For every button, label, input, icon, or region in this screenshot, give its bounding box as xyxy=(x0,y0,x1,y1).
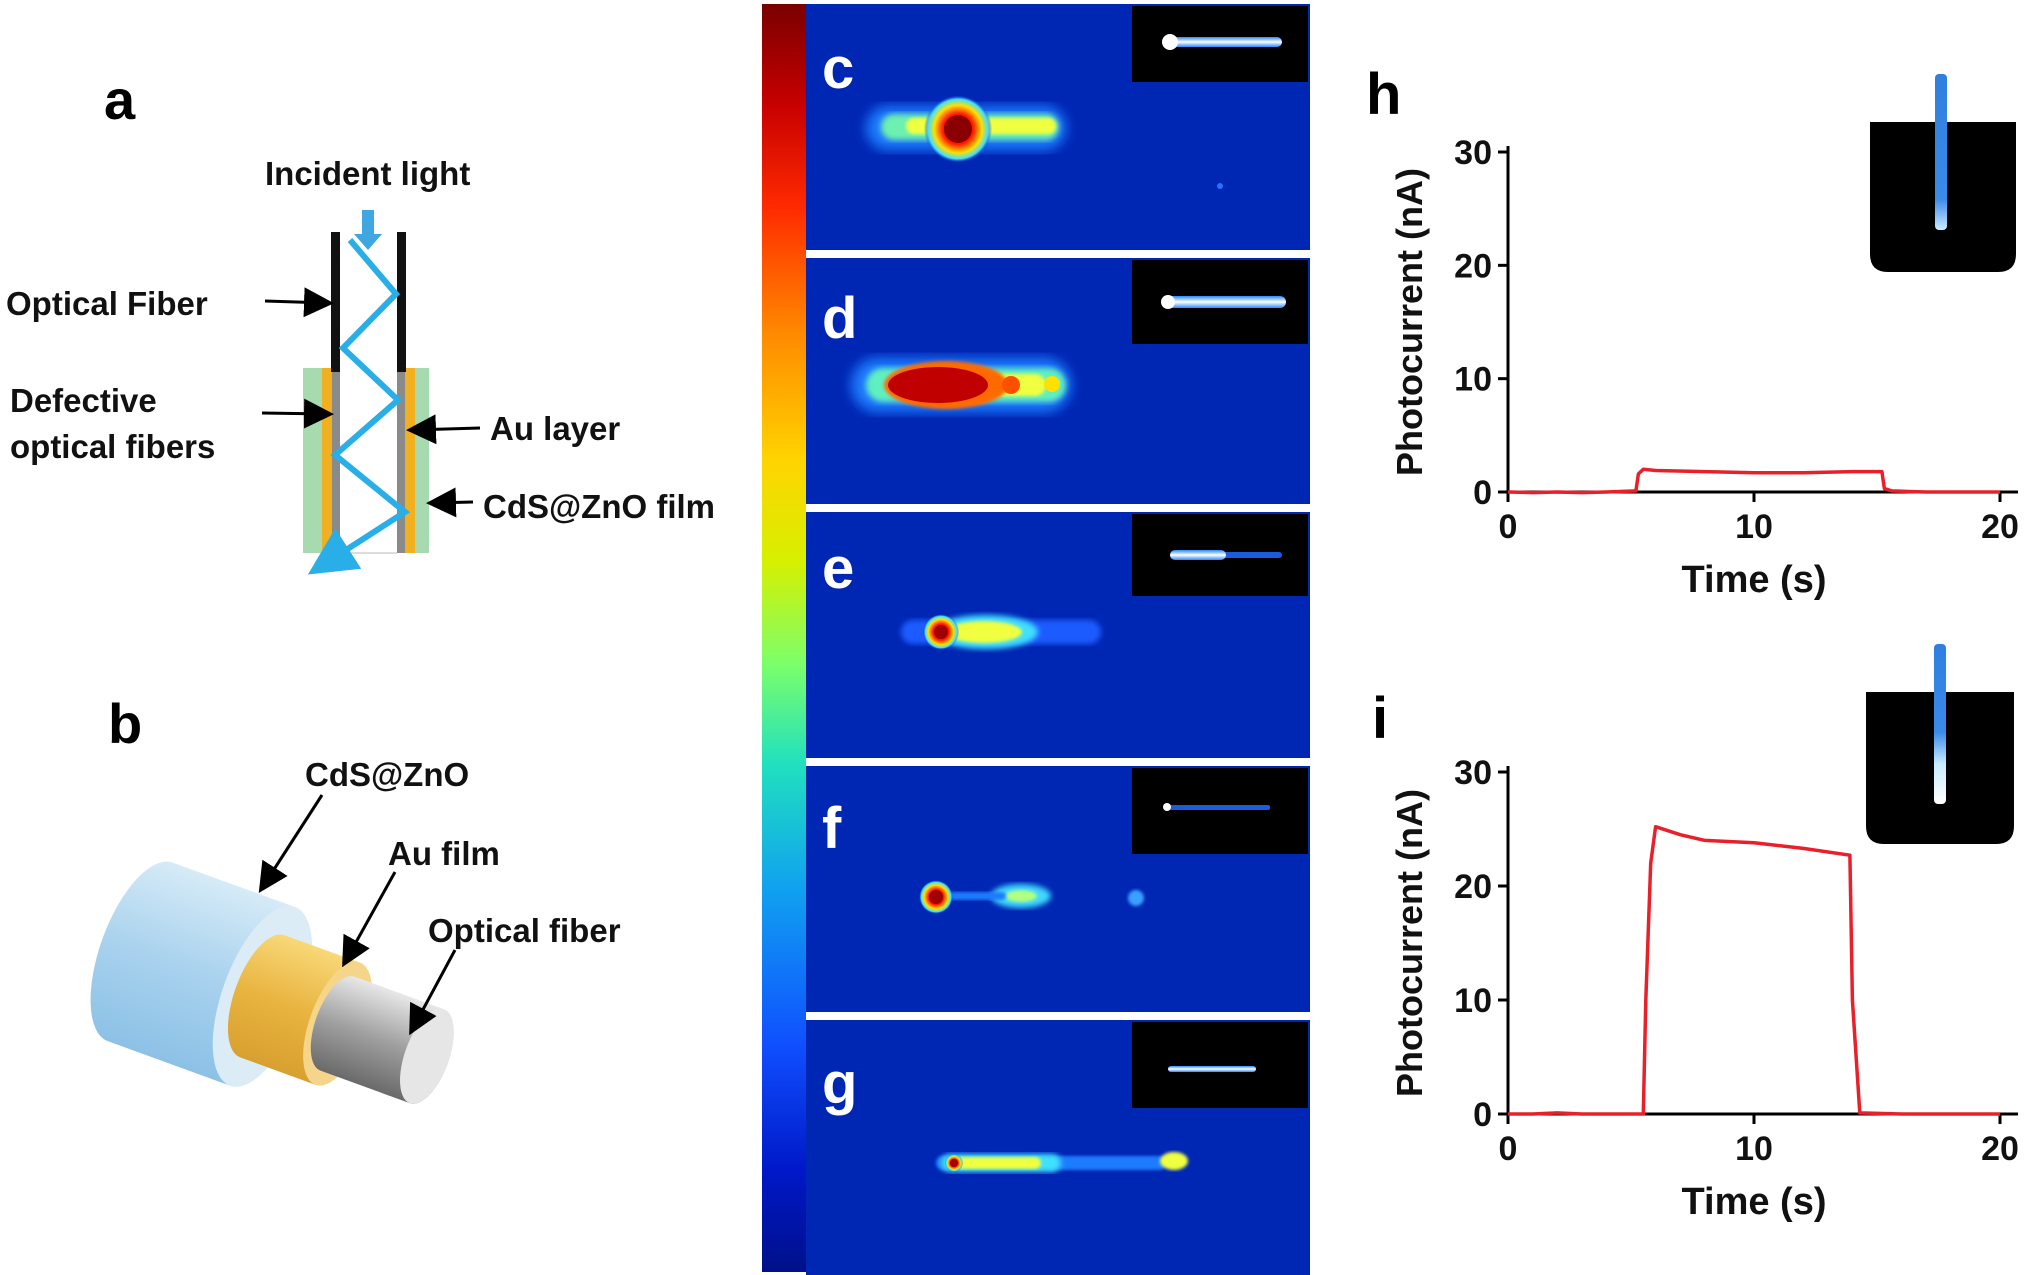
heatmap-d xyxy=(806,258,1310,504)
chart-h: 0 10 20 30 0 10 20 Time (s) Photocurrent (nA) xyxy=(1389,134,2019,601)
chart-i-y-label: Photocurrent (nA) xyxy=(1389,789,1430,1097)
heatmap-g-letter: g xyxy=(822,1051,858,1116)
chart-i-ytick-label-0: 0 xyxy=(1473,1096,1492,1134)
heatmap-g xyxy=(806,1020,1310,1275)
chart-h-xtick-label-1: 10 xyxy=(1735,508,1773,546)
au-film-label: Au film xyxy=(388,835,500,872)
heatmap-f-letter: f xyxy=(822,796,842,861)
defective-label-line1: Defective xyxy=(10,382,157,419)
beaker-inset-i xyxy=(1866,644,2014,844)
light-rays xyxy=(307,238,411,575)
fiber-wall-right xyxy=(397,232,406,372)
chart-i: 0 10 20 30 0 10 20 Time (s) Photocurrent (nA) xyxy=(1389,754,2019,1223)
chart-h-series-0 xyxy=(1507,467,2000,495)
chart-h-y-label: Photocurrent (nA) xyxy=(1389,168,1430,476)
heatmap-c-letter: c xyxy=(822,36,855,101)
fiber-arrow xyxy=(409,949,457,1036)
au-layer-label: Au layer xyxy=(490,410,621,447)
au-film-arrow xyxy=(342,871,397,968)
optical-fiber-b-label: Optical fiber xyxy=(428,912,621,949)
cds-arrow xyxy=(258,794,324,894)
defective-wall-left xyxy=(332,368,340,553)
optical-fiber-arrow xyxy=(264,287,334,318)
heatmap-d-letter: d xyxy=(822,286,858,351)
defective-wall-right xyxy=(397,368,405,553)
chart-i-x-label: Time (s) xyxy=(1681,1181,1826,1223)
panel-b-letter: b xyxy=(108,692,143,755)
chart-h-ytick-label-3: 30 xyxy=(1454,134,1492,172)
chart-h-ytick-label-0: 0 xyxy=(1473,474,1492,512)
fiber-wall-left xyxy=(331,232,340,372)
chart-h-ytick-label-2: 20 xyxy=(1454,247,1492,285)
fiber-core-end xyxy=(400,1008,454,1104)
incident-arrow-shaft xyxy=(362,210,374,236)
incident-arrow-head xyxy=(354,234,382,250)
incident-light-label: Incident light xyxy=(265,155,471,192)
chart-i-ytick-label-1: 10 xyxy=(1454,982,1492,1020)
fiber-schematic xyxy=(261,210,481,575)
chart-i-ytick-label-3: 30 xyxy=(1454,754,1492,792)
au-left xyxy=(322,368,332,553)
heatmap-column xyxy=(806,4,1310,1275)
chart-i-ytick-label-2: 20 xyxy=(1454,868,1492,906)
defective-arrow xyxy=(261,398,334,429)
colorbar xyxy=(762,4,806,1272)
heatmap-e-letter: e xyxy=(822,536,855,601)
heatmap-c xyxy=(806,4,1310,250)
chart-i-xtick-label-1: 10 xyxy=(1735,1130,1773,1168)
chart-h-xtick-label-0: 0 xyxy=(1499,508,1518,546)
film-label: CdS@ZnO film xyxy=(483,488,715,525)
fiber-rod-i xyxy=(1934,644,1946,804)
chart-h-ytick-label-1: 10 xyxy=(1454,361,1492,399)
panel-i-letter: i xyxy=(1372,686,1389,751)
au-layer-arrow xyxy=(406,414,481,445)
panel-h-letter: h xyxy=(1366,62,1402,127)
chart-i-series-0 xyxy=(1508,824,2000,1116)
optical-fiber-label: Optical Fiber xyxy=(6,285,208,322)
chart-h-xtick-label-2: 20 xyxy=(1981,508,2019,546)
chart-h-x-label: Time (s) xyxy=(1681,559,1826,601)
defective-label-line2: optical fibers xyxy=(10,428,216,465)
chart-i-xtick-label-2: 20 xyxy=(1981,1130,2019,1168)
heatmap-f xyxy=(806,766,1310,1012)
film-arrow xyxy=(426,487,474,518)
chart-i-xtick-label-0: 0 xyxy=(1499,1130,1518,1168)
panel-a-letter: a xyxy=(104,68,136,131)
cylinder-diagram xyxy=(90,794,457,1104)
cds-znO-label: CdS@ZnO xyxy=(305,756,470,793)
au-right xyxy=(405,368,415,553)
fiber-rod-h xyxy=(1935,74,1947,230)
beaker-inset-h xyxy=(1870,74,2016,272)
heatmap-e xyxy=(806,512,1310,758)
